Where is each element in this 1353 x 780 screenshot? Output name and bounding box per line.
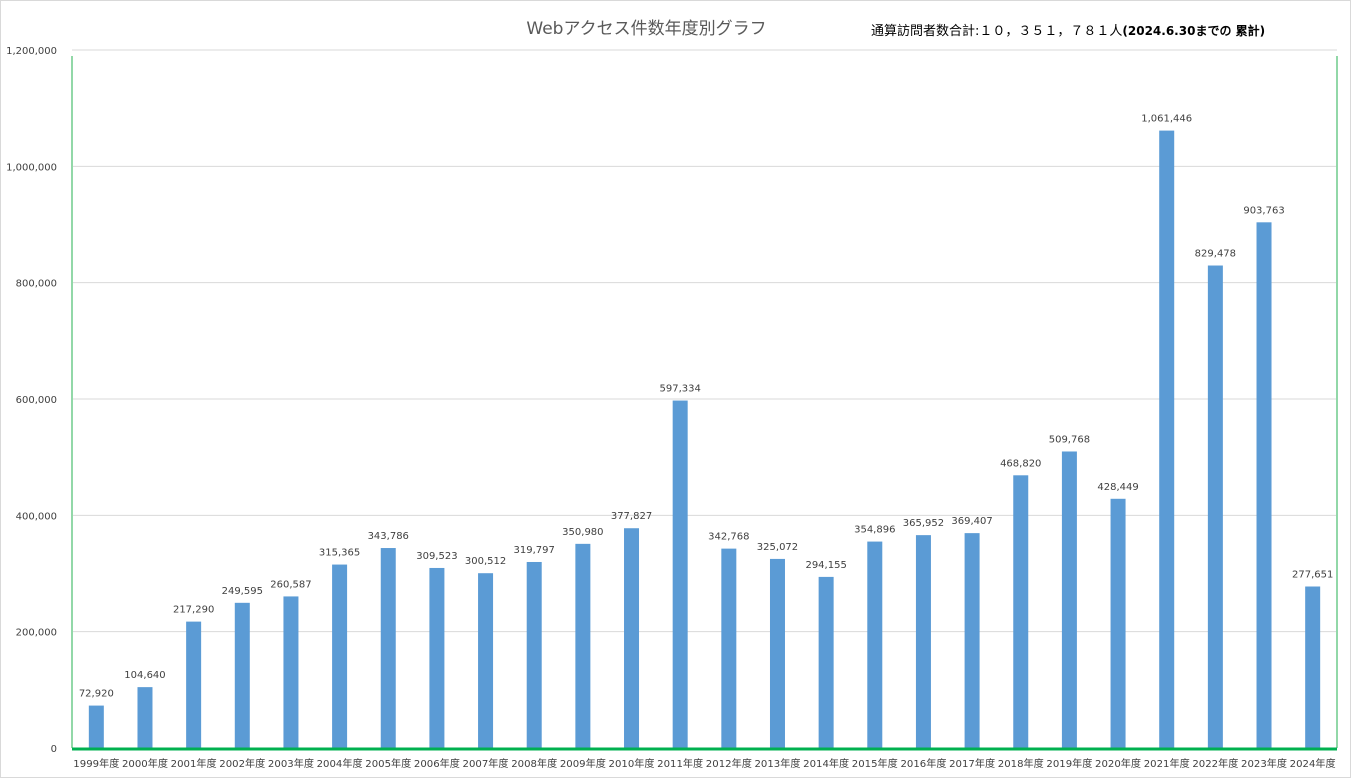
x-tick-label: 2018年度	[998, 757, 1044, 770]
data-label: 294,155	[805, 560, 846, 571]
data-label: 342,768	[708, 532, 749, 543]
x-tick-label: 2006年度	[414, 757, 460, 770]
bar	[526, 561, 542, 748]
data-label: 249,595	[222, 586, 263, 597]
bar	[429, 567, 445, 748]
bar	[478, 573, 494, 748]
data-label: 365,952	[903, 518, 944, 529]
total-visitors-period: (2024.6.30までの 累計)	[1122, 24, 1266, 38]
x-tick-label: 2022年度	[1192, 757, 1238, 770]
bar	[1061, 451, 1077, 748]
data-label: 350,980	[562, 527, 603, 538]
x-tick-label: 2015年度	[852, 757, 898, 770]
x-tick-label: 2020年度	[1095, 757, 1141, 770]
bar	[575, 543, 591, 748]
x-tick-label: 2000年度	[122, 757, 168, 770]
bar	[332, 564, 348, 748]
bar	[1159, 130, 1175, 749]
total-visitors-label: 通算訪問者数合計:１０，３５１，７８１人	[871, 24, 1123, 39]
data-label: 325,072	[757, 542, 798, 553]
x-tick-label: 2019年度	[1046, 757, 1092, 770]
y-tick-label: 200,000	[16, 628, 57, 639]
total-visitors-note: 通算訪問者数合計:１０，３５１，７８１人(2024.6.30までの 累計)	[871, 20, 1265, 39]
data-label: 369,407	[951, 516, 992, 527]
data-label: 1,061,446	[1141, 114, 1192, 125]
bar	[88, 705, 104, 748]
data-label: 343,786	[368, 531, 409, 542]
x-tick-label: 2023年度	[1241, 757, 1287, 770]
data-label: 260,587	[270, 579, 311, 590]
x-tick-label: 2008年度	[511, 757, 557, 770]
x-tick-label: 2010年度	[609, 757, 655, 770]
bar	[186, 621, 202, 748]
bar	[964, 533, 980, 748]
x-tick-label: 2003年度	[268, 757, 314, 770]
bar	[818, 576, 834, 748]
x-tick-label: 2014年度	[803, 757, 849, 770]
x-tick-label: 2017年度	[949, 757, 995, 770]
data-label: 903,763	[1243, 205, 1284, 216]
data-label: 829,478	[1195, 249, 1236, 260]
chart-title: Webアクセス件数年度別グラフ	[526, 19, 767, 39]
data-label: 354,896	[854, 525, 895, 536]
y-tick-label: 1,000,000	[6, 162, 57, 173]
bar	[234, 602, 250, 748]
data-label: 597,334	[659, 384, 700, 395]
x-tick-label: 2011年度	[657, 757, 703, 770]
data-label: 468,820	[1000, 458, 1041, 469]
x-tick-label: 2024年度	[1290, 757, 1336, 770]
y-tick-label: 600,000	[16, 395, 57, 406]
x-tick-label: 2007年度	[463, 757, 509, 770]
data-label: 72,920	[79, 689, 114, 700]
bar	[721, 548, 737, 748]
bar	[1207, 265, 1223, 748]
x-tick-label: 2009年度	[560, 757, 606, 770]
x-tick-label: 2004年度	[317, 757, 363, 770]
bar	[380, 548, 396, 748]
data-label: 277,651	[1292, 569, 1333, 580]
bar	[624, 528, 640, 748]
data-label: 104,640	[124, 670, 165, 681]
bar	[1110, 498, 1126, 748]
data-label: 377,827	[611, 511, 652, 522]
data-label: 217,290	[173, 605, 214, 616]
x-tick-label: 2016年度	[900, 757, 946, 770]
bar	[283, 596, 299, 748]
bar	[915, 535, 931, 748]
y-tick-label: 800,000	[16, 279, 57, 290]
data-label: 315,365	[319, 548, 360, 559]
x-tick-label: 1999年度	[73, 757, 119, 770]
bar	[1256, 222, 1272, 749]
bar	[769, 558, 785, 748]
bar	[867, 541, 883, 748]
data-label: 319,797	[514, 545, 555, 556]
x-tick-label: 2021年度	[1144, 757, 1190, 770]
data-label: 300,512	[465, 556, 506, 567]
y-tick-label: 400,000	[16, 511, 57, 522]
bar	[1305, 586, 1321, 748]
x-tick-label: 2012年度	[706, 757, 752, 770]
x-tick-label: 2013年度	[754, 757, 800, 770]
x-tick-label: 2001年度	[171, 757, 217, 770]
bar	[137, 687, 153, 748]
x-tick-label: 2002年度	[219, 757, 265, 770]
data-label: 428,449	[1097, 482, 1138, 493]
bar	[1013, 475, 1029, 748]
y-tick-label: 1,200,000	[6, 46, 57, 57]
bar	[672, 400, 688, 748]
data-label: 509,768	[1049, 434, 1090, 445]
data-label: 309,523	[416, 551, 457, 562]
y-tick-label: 0	[51, 744, 57, 755]
x-tick-label: 2005年度	[365, 757, 411, 770]
